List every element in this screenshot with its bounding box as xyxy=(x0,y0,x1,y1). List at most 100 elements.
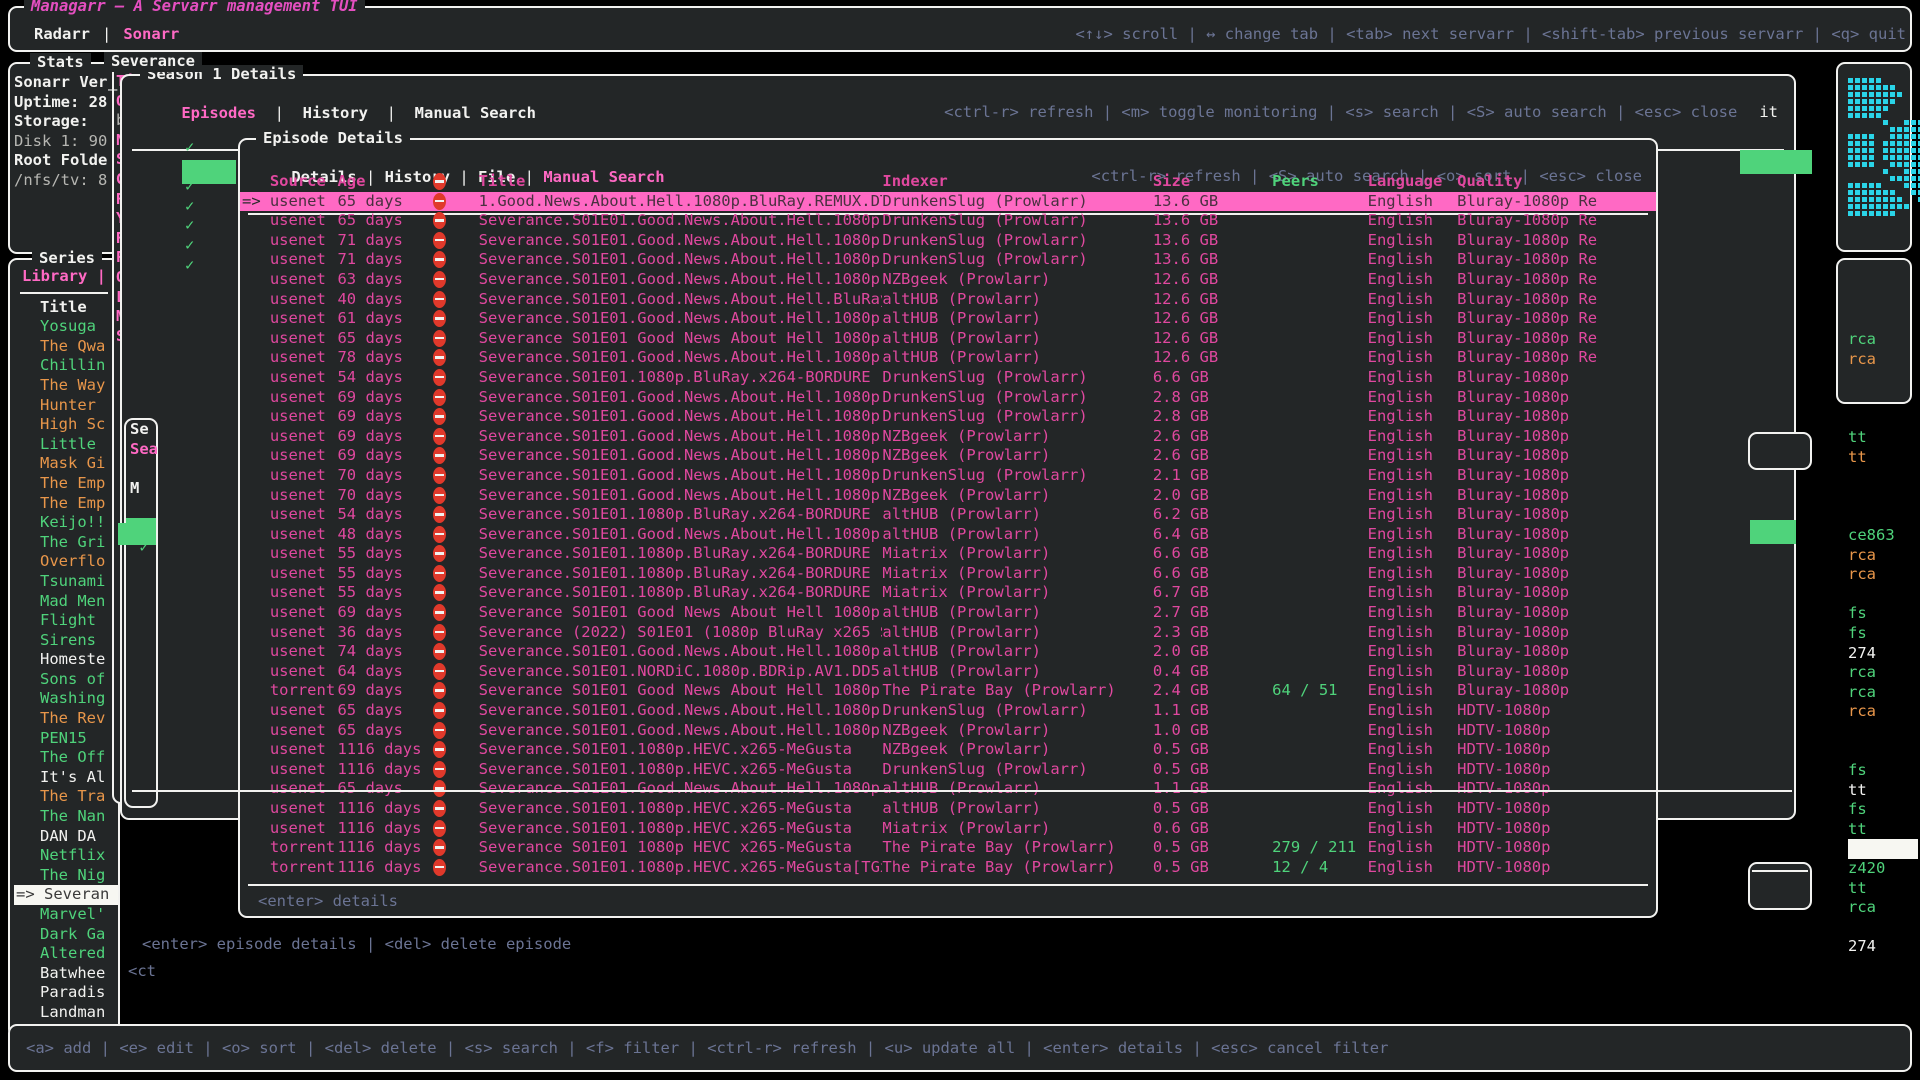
series-list-item[interactable]: The Emp xyxy=(14,474,118,494)
series-list-item[interactable]: The Way xyxy=(14,376,118,396)
release-row[interactable]: usenet 65 days Severance.S01E01.Good.News.… xyxy=(240,779,1656,799)
season-tab-episodes[interactable]: Episodes xyxy=(181,103,256,122)
col-header-language[interactable]: Language xyxy=(1367,172,1443,190)
release-indexer: altHUB (Prowlarr) xyxy=(882,328,1042,347)
release-row[interactable]: torrent 69 days Severance S01E01 Good News… xyxy=(240,681,1656,701)
series-list-item[interactable]: Keijo!! xyxy=(14,513,118,533)
release-row[interactable]: usenet 71 days Severance.S01E01.Good.News.… xyxy=(240,250,1656,270)
series-list-item[interactable]: The Emp xyxy=(14,494,118,514)
release-row[interactable]: usenet 78 days Severance.S01E01.Good.News.… xyxy=(240,348,1656,368)
col-header-indexer[interactable]: Indexer xyxy=(882,172,948,190)
col-header-peers[interactable]: Peers xyxy=(1272,172,1319,190)
series-tab-library[interactable]: Library | xyxy=(22,267,106,285)
release-row[interactable]: usenet 1116 days Severance.S01E01.1080p.HE… xyxy=(240,819,1656,839)
release-row[interactable]: usenet 55 days Severance.S01E01.1080p.BluR… xyxy=(240,583,1656,603)
series-list-item[interactable]: Homeste xyxy=(14,650,118,670)
release-row[interactable]: usenet 63 days Severance.S01E01.Good.News.… xyxy=(240,270,1656,290)
release-row-selected[interactable]: => usenet 65 days 1.Good.News.About.Hell.10… xyxy=(240,191,1656,212)
release-row[interactable]: torrent 1116 days Severance S01E01 1080p H… xyxy=(240,838,1656,858)
series-list-item[interactable]: Washing xyxy=(14,689,118,709)
release-row[interactable]: usenet 69 days Severance.S01E01.Good.News.… xyxy=(240,407,1656,427)
release-row[interactable]: usenet 55 days Severance.S01E01.1080p.BluR… xyxy=(240,544,1656,564)
col-header-age[interactable]: Age xyxy=(337,172,366,190)
release-indexer: NZBgeek (Prowlarr) xyxy=(882,426,1051,445)
series-list-item[interactable]: Yosuga xyxy=(14,317,118,337)
release-row[interactable]: usenet 70 days Severance.S01E01.Good.News.… xyxy=(240,466,1656,486)
release-rejection-icon xyxy=(432,427,479,447)
series-list-item[interactable]: Tsunami xyxy=(14,572,118,592)
series-list[interactable]: Title Yosuga The Qwa Chillin The Way Hunter H… xyxy=(10,298,118,1023)
col-header-size[interactable]: Size xyxy=(1152,172,1191,190)
tab-sonarr[interactable]: Sonarr xyxy=(123,25,180,43)
release-source: usenet xyxy=(269,387,326,406)
release-row[interactable]: usenet 61 days Severance.S01E01.Good.News.… xyxy=(240,309,1656,329)
col-header-source[interactable]: Source xyxy=(269,172,326,190)
series-list-item[interactable]: Mask Gi xyxy=(14,454,118,474)
col-header-quality[interactable]: Quality xyxy=(1457,172,1523,190)
series-list-item[interactable]: Hunter xyxy=(14,396,118,416)
series-list-item[interactable]: Overflo xyxy=(14,552,118,572)
release-row[interactable]: usenet 64 days Severance.S01E01.NORDiC.108… xyxy=(240,662,1656,682)
release-row[interactable]: usenet 1116 days Severance.S01E01.1080p.HE… xyxy=(240,760,1656,780)
release-row[interactable]: usenet 69 days Severance.S01E01.Good.News.… xyxy=(240,446,1656,466)
release-row[interactable]: usenet 65 days Severance.S01E01.Good.News.… xyxy=(240,701,1656,721)
col-header-title[interactable]: Title xyxy=(478,172,526,190)
release-row[interactable]: usenet 54 days Severance.S01E01.1080p.BluR… xyxy=(240,368,1656,388)
series-list-item[interactable]: DAN DA xyxy=(14,827,118,847)
series-list-item[interactable]: Flight xyxy=(14,611,118,631)
release-row[interactable]: usenet 69 days Severance.S01E01.Good.News.… xyxy=(240,427,1656,447)
series-list-item[interactable]: Sirens xyxy=(14,631,118,651)
series-list-item-selected[interactable]: => Severan xyxy=(14,885,118,905)
tab-radarr[interactable]: Radarr xyxy=(34,25,90,43)
series-list-item[interactable]: The Qwa xyxy=(14,337,118,357)
season-tab-manual-search[interactable]: Manual Search xyxy=(414,103,536,122)
series-list-item[interactable]: Chillin xyxy=(14,356,118,376)
episode-tab-manual-search[interactable]: Manual Search xyxy=(543,167,665,186)
series-list-item[interactable]: Netflix xyxy=(14,846,118,866)
release-row[interactable]: usenet 71 days Severance.S01E01.Good.News.… xyxy=(240,231,1656,251)
series-list-item[interactable]: The Nan xyxy=(14,807,118,827)
release-row[interactable]: usenet 69 days Severance S01E01 Good News … xyxy=(240,603,1656,623)
release-row[interactable]: usenet 48 days Severance.S01E01.Good.News.… xyxy=(240,525,1656,545)
series-list-item[interactable]: The Tra xyxy=(14,787,118,807)
series-list-item[interactable]: Altered xyxy=(14,944,118,964)
series-list-item[interactable]: PEN15 xyxy=(14,729,118,749)
series-list-item[interactable]: Little xyxy=(14,435,118,455)
release-quality: Bluray-1080p xyxy=(1457,524,1570,543)
series-list-item[interactable]: The Nig xyxy=(14,866,118,886)
series-list-item[interactable]: It's Al xyxy=(14,768,118,788)
release-row[interactable]: usenet 70 days Severance.S01E01.Good.News.… xyxy=(240,486,1656,506)
series-list-item[interactable]: Landman xyxy=(14,1003,118,1023)
series-list-item[interactable]: Sons of xyxy=(14,670,118,690)
release-row[interactable]: usenet 54 days Severance.S01E01.1080p.BluR… xyxy=(240,505,1656,525)
series-list-item[interactable]: Mad Men xyxy=(14,592,118,612)
release-age: 69 days xyxy=(337,681,403,700)
release-row[interactable]: usenet 1116 days Severance.S01E01.1080p.HE… xyxy=(240,799,1656,819)
release-rejection-icon xyxy=(432,779,479,799)
release-row[interactable]: usenet 65 days Severance.S01E01.Good.News.… xyxy=(240,721,1656,741)
stats-list: Sonarr Ver Uptime: 28 Storage: Disk 1: 9… xyxy=(10,64,118,191)
dot-pixel xyxy=(1862,211,1867,216)
release-row[interactable]: usenet 1116 days Severance.S01E01.1080p.HE… xyxy=(240,740,1656,760)
release-row[interactable]: usenet 55 days Severance.S01E01.1080p.BluR… xyxy=(240,564,1656,584)
series-list-item[interactable]: Batwhee xyxy=(14,964,118,984)
series-list-item[interactable]: High Sc xyxy=(14,415,118,435)
episode-tab-details[interactable]: Details xyxy=(291,167,357,186)
release-row[interactable]: usenet 65 days Severance.S01E01.Good.News.… xyxy=(240,211,1656,231)
series-list-item[interactable]: Marvel' xyxy=(14,905,118,925)
series-list-item[interactable]: The Rev xyxy=(14,709,118,729)
dot-pixel xyxy=(1897,134,1902,139)
release-table[interactable]: Source Age Title Indexer Size Peers Lang… xyxy=(240,172,1656,877)
release-row[interactable]: torrent 1116 days Severance.S01E01.1080p.H… xyxy=(240,858,1656,878)
episode-tab-file[interactable]: File xyxy=(477,167,516,186)
series-list-item[interactable]: The Gri xyxy=(14,533,118,553)
series-list-item[interactable]: Dark Ga xyxy=(14,925,118,945)
release-row[interactable]: usenet 65 days Severance S01E01 Good News … xyxy=(240,329,1656,349)
series-list-item[interactable]: Paradis xyxy=(14,983,118,1003)
release-row[interactable]: usenet 36 days Severance (2022) S01E01 (10… xyxy=(240,623,1656,643)
release-row[interactable]: usenet 40 days Severance.S01E01.Good.News.… xyxy=(240,290,1656,310)
release-row[interactable]: usenet 74 days Severance.S01E01.Good.News.… xyxy=(240,642,1656,662)
release-row[interactable]: usenet 69 days Severance.S01E01.Good.News.… xyxy=(240,388,1656,408)
season-tab-history[interactable]: History xyxy=(302,103,368,122)
series-list-item[interactable]: The Off xyxy=(14,748,118,768)
